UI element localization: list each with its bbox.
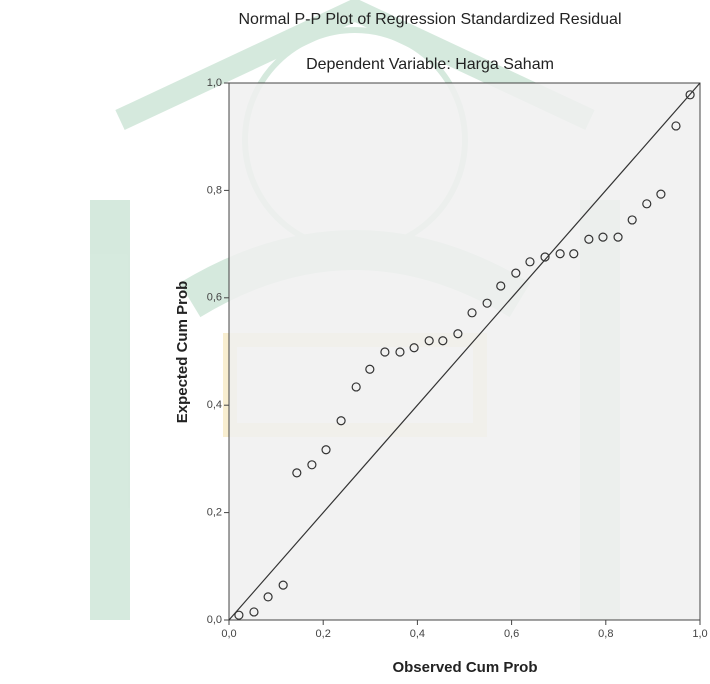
chart: Normal P-P Plot of Regression Standardiz…: [0, 0, 710, 679]
chart-title: Normal P-P Plot of Regression Standardiz…: [238, 11, 621, 28]
y-tick-label: 0,2: [207, 507, 222, 519]
x-tick-label: 0,4: [410, 628, 425, 640]
y-tick-label: 0,6: [207, 292, 222, 304]
y-axis-label: Expected Cum Prob: [174, 281, 191, 424]
page: {"chart_data": { "type": "scatter", "tit…: [0, 0, 710, 679]
chart-subtitle: Dependent Variable: Harga Saham: [306, 56, 554, 73]
x-axis-label: Observed Cum Prob: [392, 659, 537, 676]
y-tick-label: 0,4: [207, 399, 222, 411]
y-tick-label: 1,0: [207, 77, 222, 89]
y-tick-label: 0,8: [207, 184, 222, 196]
x-tick-label: 1,0: [692, 628, 707, 640]
x-tick-label: 0,2: [316, 628, 331, 640]
x-tick-label: 0,8: [598, 628, 613, 640]
x-tick-label: 0,0: [221, 628, 236, 640]
y-tick-label: 0,0: [207, 614, 222, 626]
x-tick-label: 0,6: [504, 628, 519, 640]
